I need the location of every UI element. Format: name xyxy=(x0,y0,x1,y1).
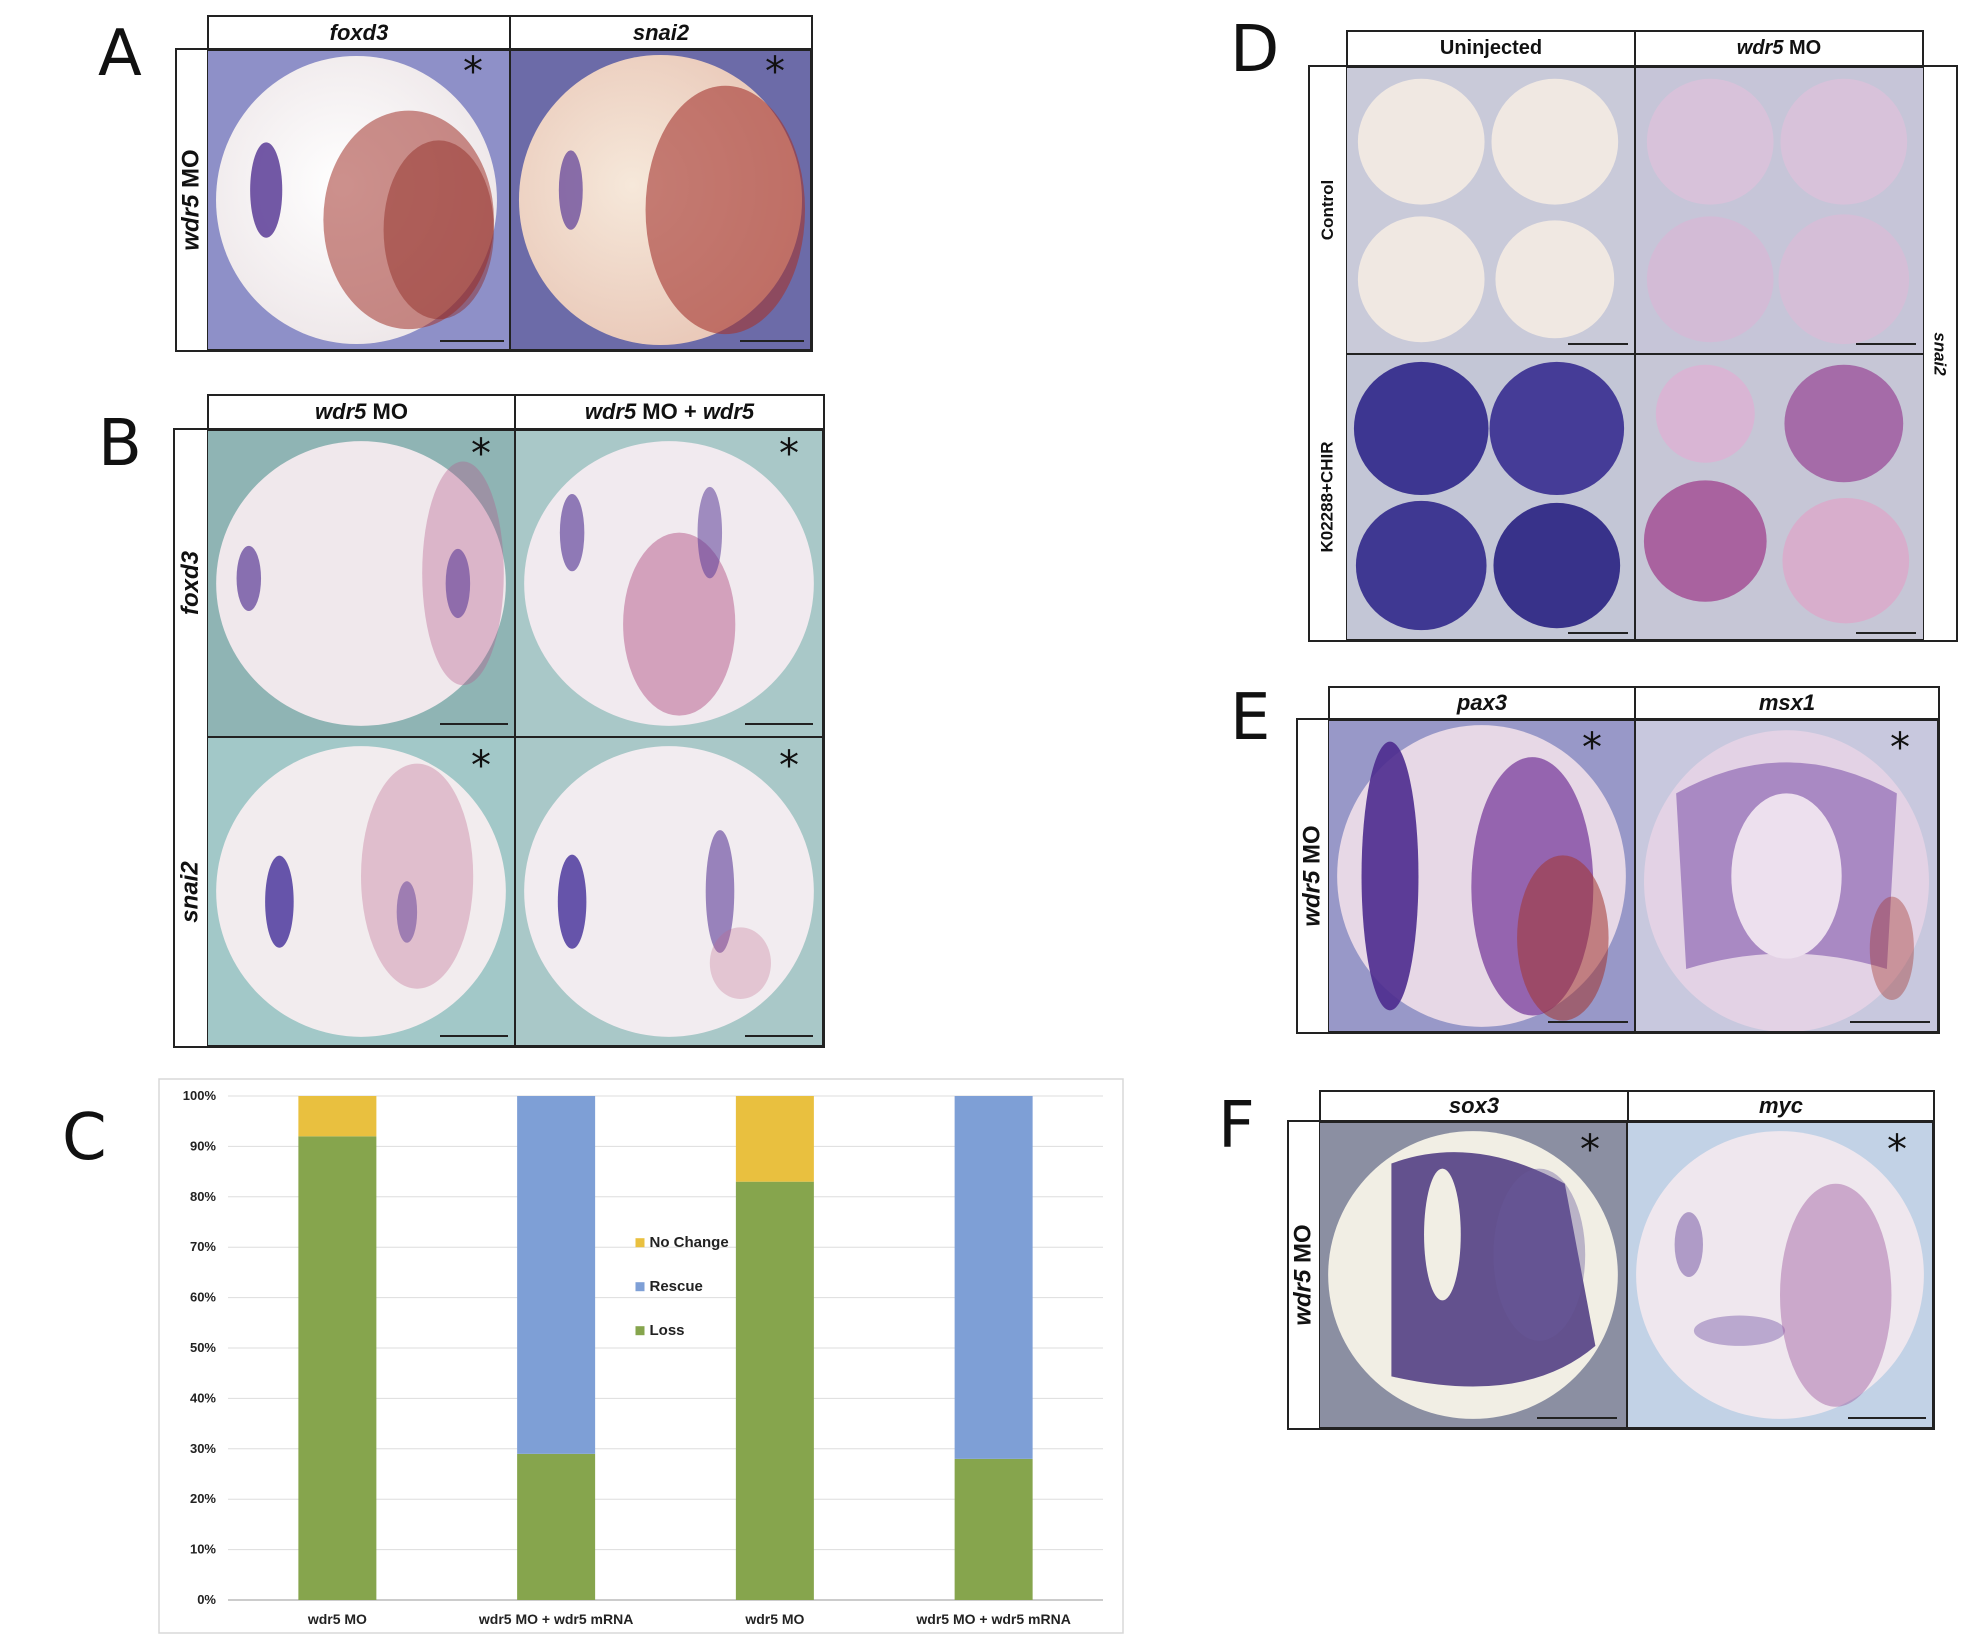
panel-a-asterisk-2: * xyxy=(765,49,785,95)
panel-b-row-label-2: snai2 xyxy=(177,861,204,923)
y-tick-label: 50% xyxy=(190,1340,216,1355)
legend-swatch xyxy=(635,1326,645,1336)
panel-d-image-control-mo xyxy=(1635,67,1924,354)
bar-loss xyxy=(298,1136,377,1600)
bar-rescue xyxy=(517,1096,596,1454)
y-tick-label: 100% xyxy=(183,1088,217,1103)
panel-b-scale-bar-3 xyxy=(440,1035,508,1037)
bar-no-change xyxy=(735,1096,814,1182)
panel-b-col-header-2: wdr5 MO + wdr5 xyxy=(514,394,825,430)
y-tick-label: 80% xyxy=(190,1189,216,1204)
panel-f-asterisk-1: * xyxy=(1580,1127,1600,1173)
panel-b-image-snai2-mo xyxy=(207,737,515,1046)
panel-e-scale-bar-2 xyxy=(1850,1021,1930,1023)
panel-letter-d: D xyxy=(1230,13,1280,87)
y-tick-label: 20% xyxy=(190,1491,216,1506)
panel-f-scale-bar-1 xyxy=(1537,1417,1617,1419)
panel-b-image-foxd3-mo xyxy=(207,430,515,737)
x-category-label: wdr5 MO xyxy=(744,1611,804,1627)
panel-b-scale-bar-4 xyxy=(745,1035,813,1037)
legend-swatch xyxy=(635,1282,645,1292)
panel-d-image-k02288-uninjected xyxy=(1346,354,1635,640)
panel-d-side-label: snai2 xyxy=(1931,331,1951,376)
panel-b-asterisk-4: * xyxy=(779,743,799,789)
panel-b-image-snai2-rescue xyxy=(515,737,823,1046)
panel-d-scale-bar-1 xyxy=(1568,343,1628,345)
y-tick-label: 70% xyxy=(190,1239,216,1254)
panel-f-col-header-1: sox3 xyxy=(1319,1090,1629,1122)
panel-letter-a: A xyxy=(98,17,142,91)
panel-d-image-control-uninjected xyxy=(1346,67,1635,354)
panel-c-chart: 0% 10% 20% 30% 40% 50% 60% 70% 80% 90% 100% wdr5 M… xyxy=(158,1078,1124,1634)
panel-d-row-label-1: Control xyxy=(1318,179,1337,241)
panel-f-row-label: wdr5 MO xyxy=(1290,1224,1317,1326)
panel-d-scale-bar-2 xyxy=(1856,343,1916,345)
bar-loss xyxy=(954,1458,1033,1600)
panel-d-col-header-2: wdr5 MO xyxy=(1634,30,1924,67)
y-tick-label: 40% xyxy=(190,1390,216,1405)
panel-e-col-header-1: pax3 xyxy=(1328,686,1636,720)
panel-b-asterisk-1: * xyxy=(471,431,491,477)
panel-b-asterisk-3: * xyxy=(471,743,491,789)
panel-letter-c: C xyxy=(62,1101,107,1175)
legend-swatch xyxy=(635,1238,645,1248)
panel-a-asterisk-1: * xyxy=(463,49,483,95)
panel-b-image-foxd3-rescue xyxy=(515,430,823,737)
y-tick-label: 90% xyxy=(190,1138,216,1153)
legend-label: Rescue xyxy=(650,1278,703,1295)
panel-e-image-pax3 xyxy=(1328,720,1635,1032)
panel-e-asterisk-2: * xyxy=(1890,725,1910,771)
panel-a-row-label: wdr5 MO xyxy=(178,149,205,251)
panel-d-scale-bar-3 xyxy=(1568,632,1628,634)
x-category-label: wdr5 MO + wdr5 mRNA xyxy=(915,1611,1070,1627)
panel-f-scale-bar-2 xyxy=(1848,1417,1926,1419)
panel-b-asterisk-2: * xyxy=(779,431,799,477)
y-tick-label: 60% xyxy=(190,1290,216,1305)
panel-e-image-msx1 xyxy=(1635,720,1938,1032)
panel-a-scale-bar-2 xyxy=(740,340,804,342)
panel-a-image-foxd3 xyxy=(207,50,510,350)
panel-a-scale-bar-1 xyxy=(440,340,504,342)
panel-e-col-header-2: msx1 xyxy=(1634,686,1940,720)
panel-letter-e: E xyxy=(1230,681,1271,755)
legend-label: No Change xyxy=(650,1234,729,1251)
panel-f-image-myc xyxy=(1627,1122,1933,1428)
panel-d-image-k02288-mo xyxy=(1635,354,1924,640)
x-category-label: wdr5 MO + wdr5 mRNA xyxy=(478,1611,633,1627)
panel-a-col-header-2: snai2 xyxy=(509,15,813,50)
panel-b-scale-bar-2 xyxy=(745,723,813,725)
y-tick-label: 10% xyxy=(190,1542,216,1557)
panel-a-image-snai2 xyxy=(510,50,811,350)
panel-f-image-sox3 xyxy=(1319,1122,1627,1428)
panel-f-asterisk-2: * xyxy=(1887,1127,1907,1173)
bar-loss xyxy=(517,1453,596,1600)
panel-d-row-label-2: K02288+CHIR xyxy=(1318,440,1337,553)
y-tick-label: 30% xyxy=(190,1441,216,1456)
panel-d-col-header-1: Uninjected xyxy=(1346,30,1636,67)
panel-a-col-header-1: foxd3 xyxy=(207,15,511,50)
bar-loss xyxy=(735,1181,814,1600)
panel-b-scale-bar-1 xyxy=(440,723,508,725)
panel-d-scale-bar-4 xyxy=(1856,632,1916,634)
panel-b-col-header-1: wdr5 MO xyxy=(207,394,516,430)
bar-rescue xyxy=(954,1096,1033,1459)
legend-label: Loss xyxy=(650,1322,685,1339)
panel-b-row-label-1: foxd3 xyxy=(177,550,205,616)
panel-letter-b: B xyxy=(98,407,142,481)
panel-e-row-label: wdr5 MO xyxy=(1299,825,1326,927)
panel-e-scale-bar-1 xyxy=(1548,1021,1628,1023)
bar-no-change xyxy=(298,1096,377,1137)
panel-f-col-header-2: myc xyxy=(1627,1090,1935,1122)
panel-letter-f: F xyxy=(1218,1089,1255,1163)
y-tick-label: 0% xyxy=(197,1592,216,1607)
panel-e-asterisk-1: * xyxy=(1582,725,1602,771)
x-category-label: wdr5 MO xyxy=(307,1611,367,1627)
